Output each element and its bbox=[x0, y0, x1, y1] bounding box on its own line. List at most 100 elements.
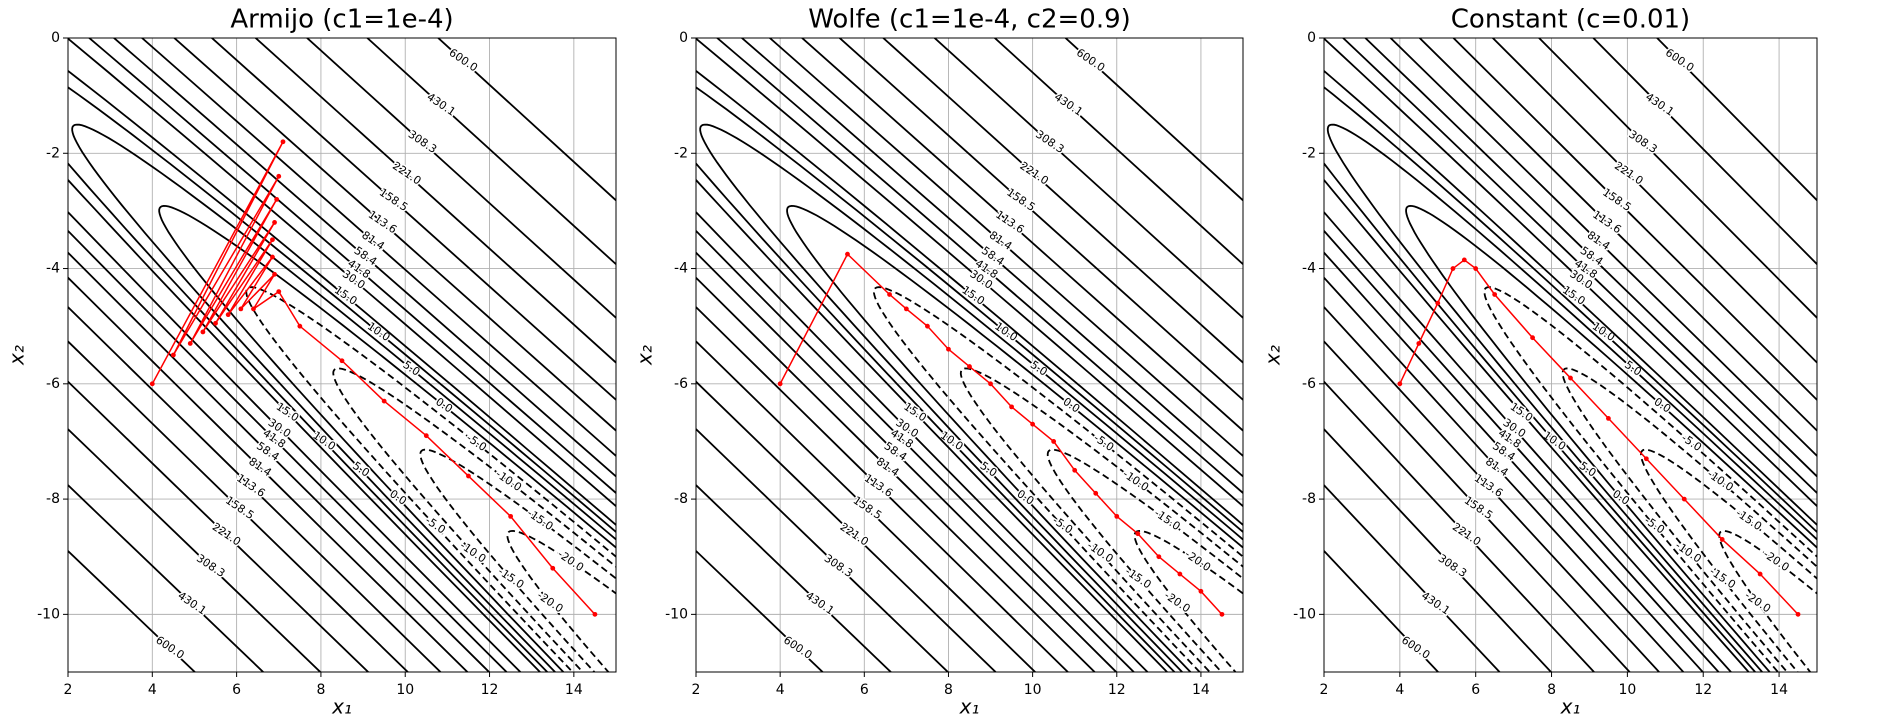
path-point bbox=[200, 329, 206, 335]
path-point bbox=[1568, 375, 1573, 381]
x-tick-label: 2 bbox=[1320, 682, 1329, 698]
contour-line bbox=[1324, 38, 1817, 672]
x-tick-label: 12 bbox=[1108, 682, 1126, 698]
y-tick-label: -4 bbox=[1302, 261, 1316, 277]
y-tick-label: -8 bbox=[46, 491, 60, 507]
y-tick-label: -4 bbox=[674, 261, 688, 277]
path-point bbox=[297, 323, 303, 329]
x-axis-label: x₁ bbox=[1560, 695, 1581, 719]
contour-line bbox=[419, 448, 616, 672]
optimization-path bbox=[151, 141, 596, 615]
path-point bbox=[845, 251, 850, 257]
x-tick-label: 8 bbox=[944, 682, 953, 698]
path-point bbox=[903, 306, 909, 312]
path-point bbox=[381, 398, 387, 404]
x-tick-label: 14 bbox=[1770, 682, 1788, 698]
path-point bbox=[1492, 292, 1498, 297]
path-point bbox=[1072, 467, 1078, 473]
path-point bbox=[1450, 266, 1456, 271]
plot-area bbox=[1324, 38, 1817, 672]
path-point bbox=[251, 306, 256, 312]
path-point bbox=[1030, 421, 1036, 427]
x-tick-label: 2 bbox=[692, 682, 701, 698]
contour-line bbox=[699, 123, 1243, 672]
path-point bbox=[1461, 257, 1467, 263]
chart-title: Constant (c=0.01) bbox=[1451, 5, 1690, 35]
chart-title: Armijo (c1=1e-4) bbox=[230, 5, 453, 35]
path-point bbox=[508, 513, 514, 519]
x-tick-label: 4 bbox=[1395, 682, 1404, 698]
contour-line bbox=[1133, 529, 1243, 672]
path-point bbox=[1416, 341, 1422, 346]
path-point bbox=[339, 358, 345, 364]
path-point bbox=[1177, 571, 1183, 577]
y-axis-label: x₂ bbox=[633, 345, 657, 366]
y-tick-label: -2 bbox=[674, 145, 688, 161]
path-point bbox=[1530, 335, 1535, 341]
contour-line bbox=[1640, 448, 1817, 672]
chart-title: Wolfe (c1=1e-4, c2=0.9) bbox=[808, 5, 1131, 35]
contour-line bbox=[158, 204, 616, 672]
y-tick-label: -8 bbox=[674, 491, 688, 507]
path-point bbox=[225, 312, 231, 318]
path-point bbox=[213, 320, 218, 326]
path-point bbox=[1198, 588, 1204, 594]
path-point bbox=[1681, 496, 1687, 502]
x-tick-label: 2 bbox=[64, 682, 73, 698]
x-axis-label: x₁ bbox=[959, 695, 980, 719]
path-point bbox=[592, 611, 598, 617]
contour-line bbox=[1405, 204, 1817, 672]
plot-area bbox=[696, 38, 1243, 672]
x-tick-label: 4 bbox=[148, 682, 157, 698]
y-axis-label: x₂ bbox=[5, 345, 29, 366]
y-tick-label: 0 bbox=[1307, 30, 1316, 46]
path-point bbox=[274, 196, 280, 202]
path-point bbox=[238, 306, 244, 312]
contour-line bbox=[1046, 448, 1243, 672]
y-tick-label: -10 bbox=[1293, 606, 1316, 622]
path-point bbox=[1009, 404, 1014, 410]
y-tick-label: -10 bbox=[665, 606, 688, 622]
axes-frame bbox=[67, 37, 617, 673]
x-tick-label: 14 bbox=[1192, 682, 1210, 698]
path-point bbox=[1719, 537, 1725, 542]
contour-line bbox=[1718, 529, 1817, 672]
x-tick-label: 6 bbox=[860, 682, 869, 698]
contour-line bbox=[1326, 123, 1817, 672]
path-point bbox=[276, 173, 282, 179]
y-tick-label: 0 bbox=[51, 30, 60, 46]
x-tick-label: 12 bbox=[1694, 682, 1712, 698]
path-point bbox=[1219, 611, 1225, 617]
path-point bbox=[777, 381, 783, 387]
contour-line bbox=[1483, 286, 1817, 672]
y-tick-label: 0 bbox=[679, 30, 688, 46]
path-point bbox=[1051, 439, 1057, 444]
path-point bbox=[1795, 611, 1801, 617]
x-tick-label: 4 bbox=[776, 682, 785, 698]
y-axis-label: x₂ bbox=[1261, 345, 1285, 366]
y-tick-label: -8 bbox=[1302, 491, 1316, 507]
path-point bbox=[1093, 490, 1099, 496]
path-point bbox=[1435, 300, 1441, 306]
path-point bbox=[946, 346, 951, 352]
y-tick-label: -6 bbox=[46, 376, 60, 392]
x-tick-label: 10 bbox=[1024, 682, 1042, 698]
path-point bbox=[988, 381, 993, 387]
x-tick-label: 10 bbox=[1618, 682, 1636, 698]
path-point bbox=[1114, 513, 1120, 519]
path-point bbox=[1757, 571, 1763, 577]
y-tick-label: -4 bbox=[46, 261, 60, 277]
path-point bbox=[1473, 266, 1479, 271]
path-point bbox=[925, 323, 930, 329]
path-point bbox=[280, 139, 286, 145]
x-tick-label: 14 bbox=[565, 682, 583, 698]
path-point bbox=[187, 341, 193, 346]
y-tick-label: -10 bbox=[37, 606, 60, 622]
y-tick-label: -6 bbox=[1302, 376, 1316, 392]
